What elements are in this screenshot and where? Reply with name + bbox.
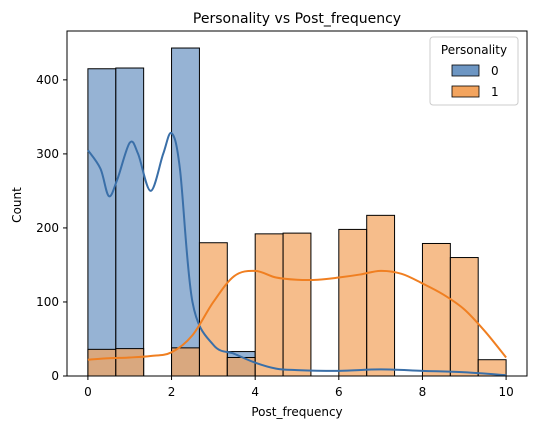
y-tick-label-100: 100 <box>36 295 59 309</box>
bar-1-0 <box>87 348 117 377</box>
kde-line-1 <box>87 269 507 361</box>
y-tick-label-400: 400 <box>36 73 59 87</box>
x-axis-label: Post_frequency <box>251 405 342 419</box>
bar-1-1 <box>115 348 145 377</box>
y-axis-label: Count <box>10 187 24 223</box>
legend: Personality 0 1 <box>429 36 519 106</box>
x-tick-label-10: 10 <box>498 385 513 399</box>
bar-1-7 <box>282 232 312 377</box>
chart-title: Personality vs Post_frequency <box>193 11 401 27</box>
bar-1-6 <box>254 233 284 377</box>
y-tick-label-300: 300 <box>36 147 59 161</box>
bar-1-4 <box>198 242 228 377</box>
bar-1-12 <box>421 242 451 377</box>
bar-1-9 <box>338 228 368 377</box>
bar-0-1 <box>115 67 145 377</box>
y-tick-label-0: 0 <box>51 369 59 383</box>
bar-0-3 <box>171 47 200 377</box>
bar-0-0 <box>87 68 117 377</box>
legend-swatch-1 <box>451 85 480 98</box>
legend-label-1: 1 <box>491 85 499 99</box>
axes-frame <box>66 30 528 377</box>
kde-line-0 <box>87 131 507 377</box>
legend-swatch-0 <box>451 64 480 77</box>
y-tick-label-200: 200 <box>36 221 59 235</box>
x-tick-label-0: 0 <box>84 385 92 399</box>
x-tick-label-2: 2 <box>168 385 176 399</box>
bar-1-10 <box>366 214 396 377</box>
bar-1-3 <box>171 347 200 377</box>
x-tick-label-6: 6 <box>335 385 343 399</box>
legend-label-0: 0 <box>491 64 499 78</box>
x-tick-label-8: 8 <box>419 385 427 399</box>
bar-1-13 <box>449 257 479 377</box>
x-tick-label-4: 4 <box>251 385 259 399</box>
legend-title: Personality <box>441 43 507 57</box>
